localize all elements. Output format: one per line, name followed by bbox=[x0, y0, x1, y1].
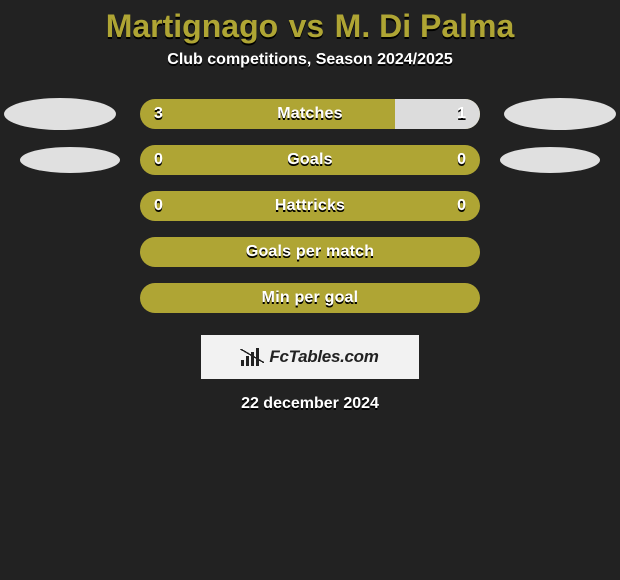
stat-val-left: 3 bbox=[154, 105, 163, 123]
avatar-ellipse-right bbox=[500, 147, 600, 173]
avatar-ellipse-left bbox=[4, 98, 116, 130]
stat-bar: Min per goal bbox=[140, 283, 480, 313]
player-left-name: Martignago bbox=[106, 8, 278, 44]
source-logo[interactable]: FcTables.com bbox=[201, 335, 419, 379]
stat-bar: Goals per match bbox=[140, 237, 480, 267]
stat-bar: 3 Matches 1 bbox=[140, 99, 480, 129]
stat-row-goals: 0 Goals 0 bbox=[0, 145, 620, 175]
stat-val-left: 0 bbox=[154, 197, 163, 215]
stat-val-right: 0 bbox=[457, 151, 466, 169]
date-text: 22 december 2024 bbox=[0, 395, 620, 413]
stat-bar: 0 Hattricks 0 bbox=[140, 191, 480, 221]
stat-val-right: 0 bbox=[457, 197, 466, 215]
vs-label: vs bbox=[289, 8, 325, 44]
stat-label: Hattricks bbox=[275, 197, 345, 215]
player-right-name: M. Di Palma bbox=[335, 8, 515, 44]
stat-row-goals-per-match: Goals per match bbox=[0, 237, 620, 267]
stat-label: Goals per match bbox=[246, 243, 374, 261]
stat-val-right: 1 bbox=[457, 105, 466, 123]
stat-bar: 0 Goals 0 bbox=[140, 145, 480, 175]
logo-text-strong: Fc bbox=[269, 347, 288, 366]
stat-row-min-per-goal: Min per goal bbox=[0, 283, 620, 313]
stat-row-hattricks: 0 Hattricks 0 bbox=[0, 191, 620, 221]
logo-text: FcTables.com bbox=[269, 347, 378, 367]
avatar-ellipse-right bbox=[504, 98, 616, 130]
stat-label: Goals bbox=[287, 151, 332, 169]
avatar-ellipse-left bbox=[20, 147, 120, 173]
subtitle: Club competitions, Season 2024/2025 bbox=[0, 51, 620, 69]
logo-text-rest: Tables.com bbox=[289, 347, 379, 366]
stat-val-left: 0 bbox=[154, 151, 163, 169]
stat-label: Min per goal bbox=[262, 289, 359, 307]
title-row: Martignago vs M. Di Palma bbox=[0, 8, 620, 45]
stat-row-matches: 3 Matches 1 bbox=[0, 99, 620, 129]
bar-fill-right bbox=[395, 99, 480, 129]
chart-icon bbox=[241, 348, 263, 366]
stat-section: 3 Matches 1 0 Goals 0 0 Hattricks 0 bbox=[0, 99, 620, 313]
root-container: Martignago vs M. Di Palma Club competiti… bbox=[0, 0, 620, 413]
stat-label: Matches bbox=[277, 105, 342, 123]
